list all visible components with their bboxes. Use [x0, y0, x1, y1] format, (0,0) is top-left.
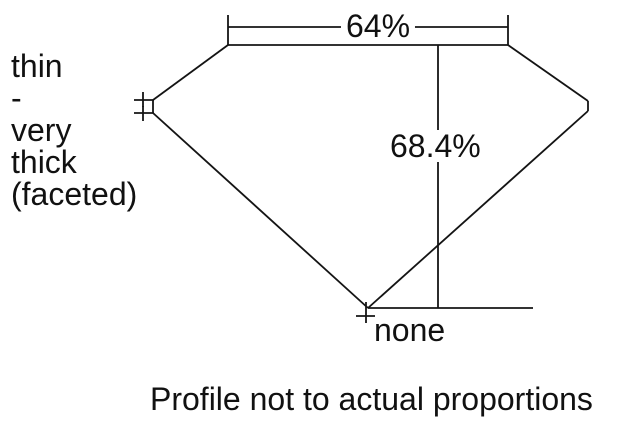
girdle-label-line: thick [11, 144, 77, 180]
girdle-label-line: thin [11, 48, 63, 84]
pavilion-edge-left [152, 112, 369, 309]
culet-label: none [374, 312, 446, 348]
total-depth-label: 68.4% [386, 130, 485, 162]
girdle-label-line: (faceted) [11, 176, 138, 212]
culet-tick-mark [356, 302, 375, 323]
crown-edge-left [152, 44, 229, 101]
girdle-thickness-label: thin - very thick (faceted) [11, 50, 137, 210]
girdle-tick-marks [134, 92, 154, 121]
crown-edge-right [507, 44, 589, 102]
girdle-label-line: - [11, 80, 22, 116]
pavilion-edge-right [367, 110, 589, 309]
diamond-outline [152, 44, 589, 309]
girdle-label-line: very [11, 112, 72, 148]
table-size-label: 64% [340, 10, 416, 42]
footnote: Profile not to actual proportions [150, 381, 593, 417]
